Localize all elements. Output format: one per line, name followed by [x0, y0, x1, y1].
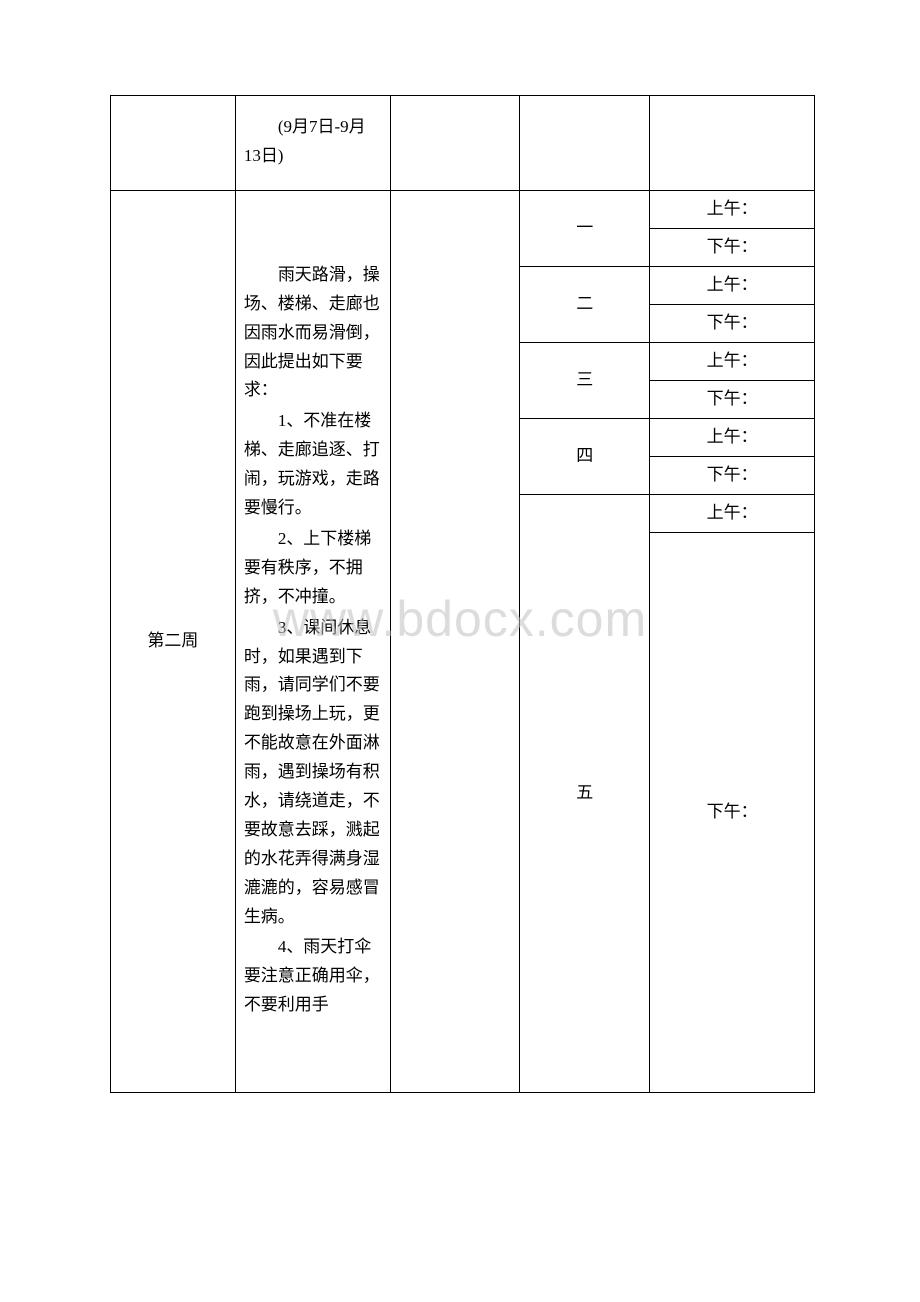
table-row: (9月7日-9月13日) — [111, 96, 815, 191]
content-item-3: 3、课间休息时，如果遇到下雨，请同学们不要跑到操场上玩，更不能故意在外面淋雨，遇… — [244, 614, 382, 932]
day-2-label: 二 — [576, 294, 593, 313]
time-pm-label: 下午： — [707, 237, 758, 256]
time-am-label: 上午： — [707, 427, 758, 446]
day-cell: 四 — [520, 419, 650, 495]
content-cell: 雨天路滑，操场、楼梯、走廊也因雨水而易滑倒，因此提出如下要求： 1、不准在楼梯、… — [235, 191, 390, 1093]
content-item-1: 1、不准在楼梯、走廊追逐、打闹，玩游戏，走路要慢行。 — [244, 407, 382, 523]
time-cell: 上午： — [650, 343, 815, 381]
week-label: 第二周 — [147, 631, 198, 650]
day-4-label: 四 — [576, 446, 593, 465]
day-cell: 三 — [520, 343, 650, 419]
time-cell: 下午： — [650, 457, 815, 495]
time-cell: 下午： — [650, 305, 815, 343]
content-item-4: 4、雨天打伞要注意正确用伞，不要利用手 — [244, 933, 382, 1020]
time-pm-label: 下午： — [707, 389, 758, 408]
day-3-label: 三 — [576, 370, 593, 389]
week-cell-empty — [111, 96, 236, 191]
time-cell: 上午： — [650, 191, 815, 229]
blank-cell — [390, 96, 520, 191]
time-am-label: 上午： — [707, 275, 758, 294]
time-cell: 下午： — [650, 381, 815, 419]
time-pm-label: 下午： — [707, 313, 758, 332]
day-cell: 五 — [520, 495, 650, 1093]
time-cell-empty — [650, 96, 815, 191]
time-cell: 上午： — [650, 419, 815, 457]
time-cell: 上午： — [650, 495, 815, 533]
time-cell: 下午： — [650, 229, 815, 267]
table-row: 第二周 雨天路滑，操场、楼梯、走廊也因雨水而易滑倒，因此提出如下要求： 1、不准… — [111, 191, 815, 229]
time-am-label: 上午： — [707, 351, 758, 370]
content-intro: 雨天路滑，操场、楼梯、走廊也因雨水而易滑倒，因此提出如下要求： — [244, 261, 382, 405]
day-cell: 一 — [520, 191, 650, 267]
time-am-label: 上午： — [707, 503, 758, 522]
day-cell-empty — [520, 96, 650, 191]
date-range-cell: (9月7日-9月13日) — [235, 96, 390, 191]
day-5-label: 五 — [576, 783, 593, 802]
time-cell: 下午： — [650, 533, 815, 1093]
week-label-cell: 第二周 — [111, 191, 236, 1093]
day-1-label: 一 — [576, 218, 593, 237]
time-pm-label: 下午： — [707, 465, 758, 484]
time-cell: 上午： — [650, 267, 815, 305]
day-cell: 二 — [520, 267, 650, 343]
time-am-label: 上午： — [707, 199, 758, 218]
content-item-2: 2、上下楼梯要有秩序，不拥挤，不冲撞。 — [244, 525, 382, 612]
schedule-table: (9月7日-9月13日) 第二周 雨天路滑，操场、楼梯、走廊也因雨水而易滑倒，因… — [110, 95, 815, 1093]
time-pm-label: 下午： — [707, 802, 758, 821]
blank-cell — [390, 191, 520, 1093]
date-range-text: (9月7日-9月13日) — [244, 113, 382, 171]
